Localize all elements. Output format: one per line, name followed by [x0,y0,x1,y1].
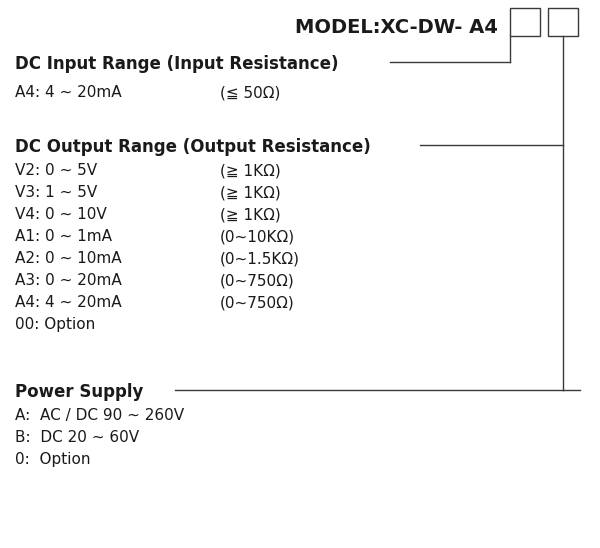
Text: DC Input Range (Input Resistance): DC Input Range (Input Resistance) [15,55,338,73]
Text: DC Output Range (Output Resistance): DC Output Range (Output Resistance) [15,138,371,156]
Text: V3: 1 ~ 5V: V3: 1 ~ 5V [15,185,97,200]
Text: (≧ 1KΩ): (≧ 1KΩ) [220,185,281,200]
Text: (0~750Ω): (0~750Ω) [220,273,295,288]
Text: Power Supply: Power Supply [15,383,143,401]
Text: A4: 4 ~ 20mA: A4: 4 ~ 20mA [15,295,122,310]
Text: (≦ 50Ω): (≦ 50Ω) [220,85,280,100]
Text: B:  DC 20 ~ 60V: B: DC 20 ~ 60V [15,430,139,445]
Text: V4: 0 ~ 10V: V4: 0 ~ 10V [15,207,107,222]
Bar [510,8,540,36]
Text: 00: Option: 00: Option [15,317,95,332]
Text: (≧ 1KΩ): (≧ 1KΩ) [220,163,281,178]
Text: (0~1.5KΩ): (0~1.5KΩ) [220,251,300,266]
Text: A3: 0 ~ 20mA: A3: 0 ~ 20mA [15,273,122,288]
Text: A4: 4 ~ 20mA: A4: 4 ~ 20mA [15,85,122,100]
Text: (0~750Ω): (0~750Ω) [220,295,295,310]
Bar [548,8,578,36]
Text: (≧ 1KΩ): (≧ 1KΩ) [220,207,281,222]
Text: A:  AC / DC 90 ~ 260V: A: AC / DC 90 ~ 260V [15,408,184,423]
Text: A2: 0 ~ 10mA: A2: 0 ~ 10mA [15,251,122,266]
Text: MODEL:XC-DW- A4: MODEL:XC-DW- A4 [295,18,498,37]
Text: 0:  Option: 0: Option [15,452,91,467]
Text: (0~10KΩ): (0~10KΩ) [220,229,295,244]
Text: V2: 0 ~ 5V: V2: 0 ~ 5V [15,163,97,178]
Text: A1: 0 ~ 1mA: A1: 0 ~ 1mA [15,229,112,244]
